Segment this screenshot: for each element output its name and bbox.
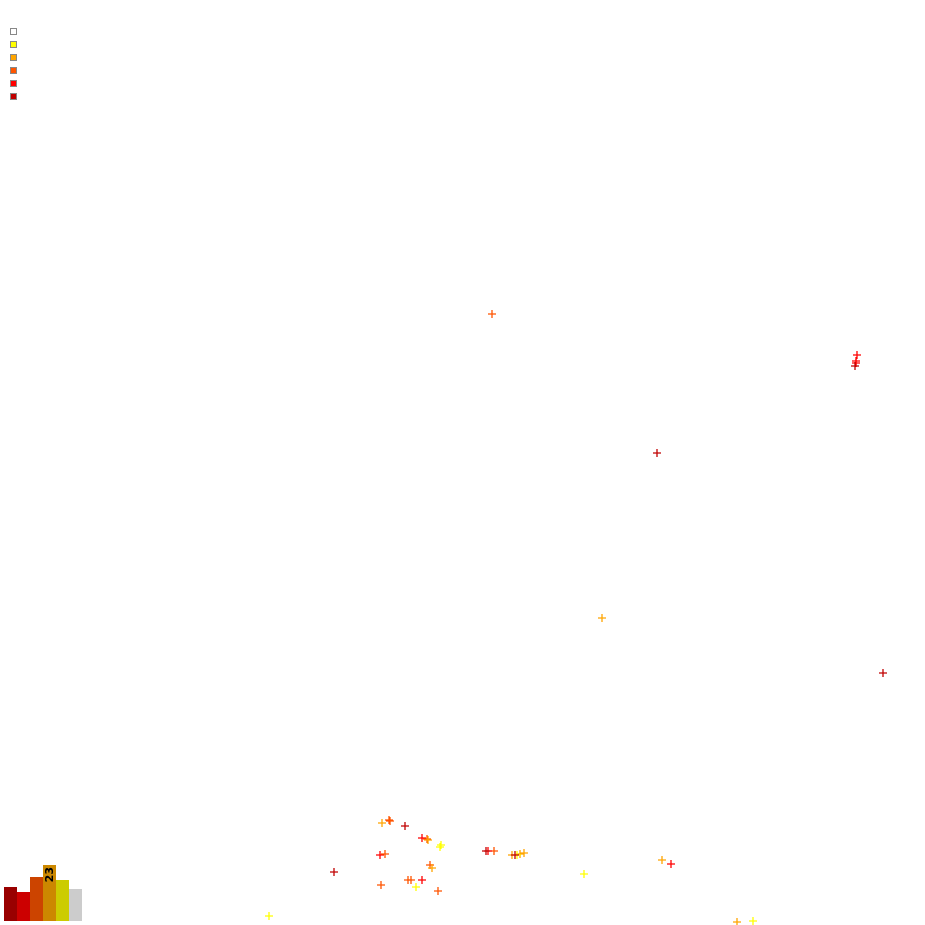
scatter-point — [879, 669, 887, 677]
scatter-point — [520, 849, 528, 857]
scatter-point — [428, 864, 436, 872]
scatter-point — [437, 841, 445, 849]
legend-swatch — [10, 41, 17, 48]
scatter-point — [424, 836, 432, 844]
scatter-point — [385, 816, 393, 824]
scatter-point — [598, 614, 606, 622]
scatter-point — [653, 449, 661, 457]
legend-swatch — [10, 80, 17, 87]
bar-label: 23 — [43, 867, 56, 883]
legend — [10, 28, 17, 106]
legend-swatch — [10, 93, 17, 100]
scatter-point — [401, 822, 409, 830]
legend-swatch — [10, 67, 17, 74]
scatter-point — [434, 887, 442, 895]
scatter-point — [418, 876, 426, 884]
scatter-point — [667, 860, 675, 868]
histogram-bar — [30, 877, 43, 921]
scatter-point — [733, 918, 741, 925]
scatter-point — [488, 310, 496, 318]
histogram-bar — [69, 889, 82, 921]
scatter-point — [511, 851, 519, 859]
scatter-point — [381, 850, 389, 858]
histogram-bar — [56, 879, 69, 921]
scatter-point — [658, 856, 666, 864]
scatter-point — [377, 881, 385, 889]
scatter-point — [436, 843, 444, 851]
scatter-point — [418, 834, 426, 842]
scatter-point — [851, 362, 859, 370]
histogram-bar: 23 — [43, 865, 56, 921]
scatter-point — [386, 817, 394, 825]
scatter-point — [423, 835, 431, 843]
legend-swatch — [10, 54, 17, 61]
scatter-point — [412, 883, 420, 891]
histogram-bar — [17, 891, 30, 921]
scatter-point — [482, 847, 490, 855]
scatter-point — [853, 351, 861, 359]
legend-swatch — [10, 28, 17, 35]
scatter-point — [407, 876, 415, 884]
scatter-point — [265, 912, 273, 920]
scatter-point — [376, 851, 384, 859]
scatter-point — [378, 819, 386, 827]
histogram-bar — [4, 886, 17, 921]
scatter-point — [330, 868, 338, 876]
scatter-point — [580, 870, 588, 878]
histogram: 23 — [4, 850, 84, 921]
scatter-point — [749, 917, 757, 925]
